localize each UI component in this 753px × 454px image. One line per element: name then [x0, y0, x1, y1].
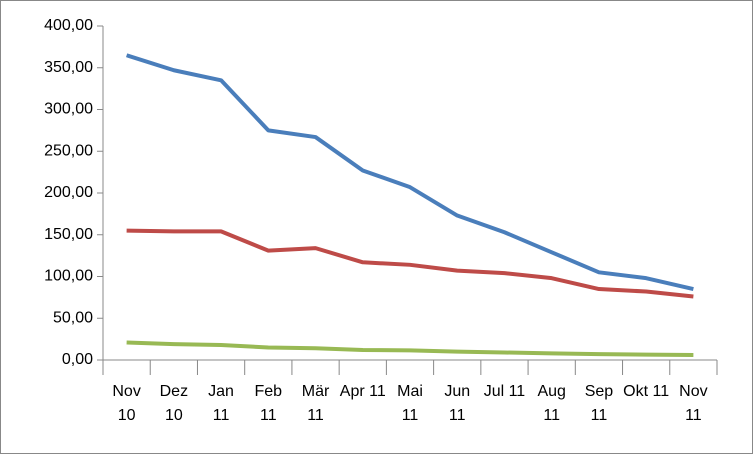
line-series [126, 340, 694, 357]
line-series [126, 228, 694, 299]
y-tick-label: 300,00 [44, 101, 93, 118]
x-tick-label: Dez 10 [159, 383, 189, 424]
x-tick-label: Mai 11 [397, 383, 423, 424]
x-tick-label: Okt 11 [623, 383, 670, 400]
x-tick-label: Jul 11 [483, 383, 526, 400]
x-tick-label: Sep 11 [584, 383, 614, 424]
y-tick-label: 50,00 [53, 309, 93, 326]
y-tick-label: 250,00 [44, 142, 93, 159]
y-tick-label: 0,00 [62, 351, 93, 368]
x-tick-label: Nov 10 [112, 383, 141, 424]
x-tick-label: Mär 11 [301, 383, 330, 424]
y-tick-label: 200,00 [44, 184, 93, 201]
y-tick-label: 350,00 [44, 59, 93, 76]
x-tick-label: Feb 11 [254, 383, 283, 424]
x-tick-label: Nov 11 [679, 383, 708, 424]
y-tick-label: 150,00 [44, 226, 93, 243]
x-tick-label: Aug 11 [537, 383, 566, 424]
x-tick-label: Jan 11 [208, 383, 234, 424]
y-tick-label: 100,00 [44, 268, 93, 285]
y-tick-label: 400,00 [44, 17, 93, 34]
x-tick-label: Apr 11 [339, 383, 386, 400]
x-tick-label: Jun 11 [444, 383, 471, 424]
line-series [126, 53, 694, 291]
